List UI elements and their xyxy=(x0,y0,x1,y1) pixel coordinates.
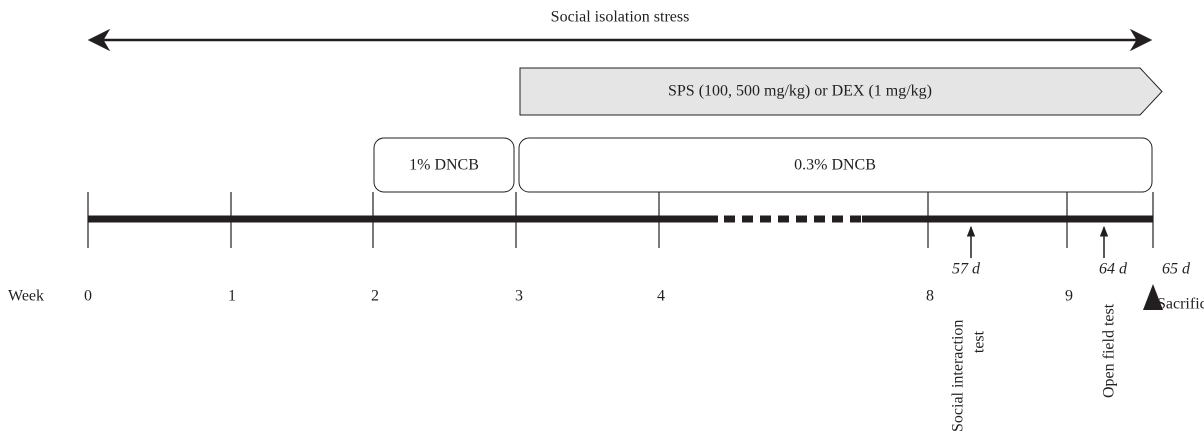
event-label: Social interaction xyxy=(950,320,967,432)
timeline xyxy=(87,192,1154,258)
sacrifice-label: Sacrifice xyxy=(1157,296,1204,313)
title: Social isolation stress xyxy=(551,9,690,26)
event-label: Open field test xyxy=(1101,303,1118,398)
week-label: 4 xyxy=(657,288,665,305)
axis-label: Week xyxy=(8,288,44,305)
sps-label: SPS (100, 500 mg/kg) or DEX (1 mg/kg) xyxy=(668,83,932,100)
day-label: 65 d xyxy=(1162,261,1191,278)
sacrifice-marker xyxy=(1143,284,1163,310)
dncb-1-box xyxy=(373,137,515,193)
week-label: 1 xyxy=(228,288,236,305)
week-label: 3 xyxy=(515,288,523,305)
dncb-03-box xyxy=(518,137,1153,193)
event-label: test xyxy=(971,330,988,353)
week-label: 8 xyxy=(926,288,934,305)
week-label: 0 xyxy=(84,288,92,305)
dncb-03-label: 0.3% DNCB xyxy=(794,157,876,174)
sps-bar xyxy=(519,67,1163,116)
day-label: 57 d xyxy=(952,261,981,278)
week-label: 9 xyxy=(1065,288,1073,305)
dncb-1-label: 1% DNCB xyxy=(409,157,479,174)
day-label: 64 d xyxy=(1099,261,1128,278)
week-label: 2 xyxy=(371,288,379,305)
